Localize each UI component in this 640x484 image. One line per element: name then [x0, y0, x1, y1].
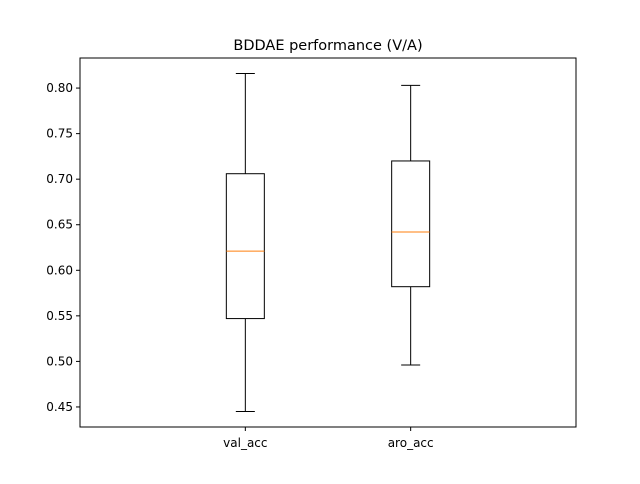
y-tick-label: 0.55 [46, 309, 73, 323]
y-tick-label: 0.80 [46, 81, 73, 95]
box-aro_acc [391, 84, 431, 366]
y-tick-label: 0.50 [46, 354, 73, 368]
chart-title: BDDAE performance (V/A) [233, 38, 422, 54]
y-tick-label: 0.60 [46, 263, 73, 277]
x-tick-label: val_acc [223, 436, 267, 450]
x-axis-ticks: val_acc aro_acc [223, 427, 434, 450]
y-axis-ticks: 0.45 0.50 0.55 0.60 0.65 0.70 0.75 0.80 [46, 81, 80, 414]
y-tick-label: 0.70 [46, 172, 73, 186]
box-iqr [225, 173, 265, 320]
x-tick-label: aro_acc [388, 436, 434, 450]
axes-frame [79, 57, 577, 428]
y-tick-label: 0.65 [46, 218, 73, 232]
box-layer [225, 72, 431, 413]
y-tick-label: 0.45 [46, 400, 73, 414]
box-iqr [391, 160, 431, 288]
y-tick-label: 0.75 [46, 127, 73, 141]
box-val_acc [225, 72, 265, 413]
plot-area [79, 57, 577, 428]
